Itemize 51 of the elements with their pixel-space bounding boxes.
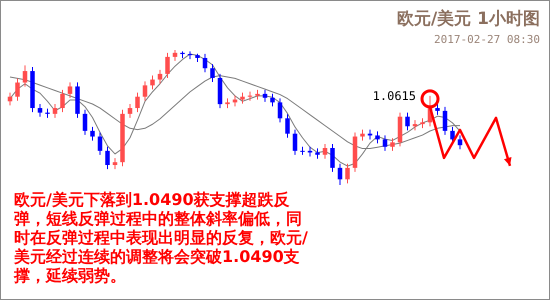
candlestick bbox=[22, 64, 28, 88]
candlestick bbox=[435, 104, 440, 116]
candlestick bbox=[338, 163, 342, 186]
candlestick bbox=[8, 92, 12, 106]
candlestick bbox=[382, 134, 388, 152]
text: 2017-02-27 08:30 bbox=[434, 33, 540, 46]
candlestick bbox=[285, 114, 290, 138]
candlestick bbox=[240, 92, 245, 104]
candlestick bbox=[60, 89, 65, 113]
candlestick bbox=[68, 82, 72, 98]
candlestick bbox=[390, 138, 395, 152]
candlestick bbox=[172, 50, 178, 62]
candlestick bbox=[150, 75, 155, 90]
candlestick bbox=[360, 129, 365, 142]
candlestick bbox=[210, 64, 215, 82]
candlestick bbox=[202, 53, 208, 73]
candlestick bbox=[405, 112, 410, 131]
candlestick bbox=[308, 146, 312, 158]
candlestick bbox=[412, 120, 418, 131]
candlestick bbox=[262, 89, 268, 102]
candlestick bbox=[90, 126, 95, 142]
candlestick bbox=[270, 93, 275, 107]
candlestick bbox=[322, 143, 328, 160]
text: 欧元/美元下落到1.0490获支撑超跌反弹，短线反弹过程中的整体斜率偏低，同时在反弹过程中表现出明显的反复，欧元/美元经过连续的调整将会突破1.0490支撑，延续弱势。 bbox=[14, 190, 309, 285]
candlestick bbox=[442, 106, 448, 136]
candlestick bbox=[292, 129, 298, 156]
candlestick bbox=[158, 69, 162, 84]
candlestick bbox=[458, 134, 462, 150]
chart-title: 欧元/美元 1小时图 bbox=[397, 9, 540, 29]
candlestick bbox=[142, 80, 148, 102]
candlestick bbox=[375, 130, 380, 144]
candlestick bbox=[165, 52, 170, 78]
candlestick bbox=[345, 163, 350, 184]
candlestick bbox=[232, 94, 238, 107]
candlestick bbox=[98, 132, 102, 156]
candlestick bbox=[52, 104, 58, 118]
candlestick bbox=[368, 129, 372, 140]
candlestick bbox=[105, 146, 110, 170]
candlestick bbox=[450, 126, 455, 144]
annotation: 1.0615 bbox=[372, 88, 416, 103]
candlestick bbox=[128, 104, 132, 118]
candlestick bbox=[330, 143, 335, 172]
candlestick bbox=[278, 98, 282, 123]
candlestick bbox=[38, 104, 42, 118]
candlestick bbox=[45, 108, 50, 118]
candlestick bbox=[112, 158, 118, 170]
candlestick bbox=[315, 148, 320, 160]
candlestick bbox=[248, 91, 252, 102]
candlestick bbox=[135, 92, 140, 113]
candlestick bbox=[15, 78, 20, 102]
candlestick bbox=[82, 109, 88, 136]
